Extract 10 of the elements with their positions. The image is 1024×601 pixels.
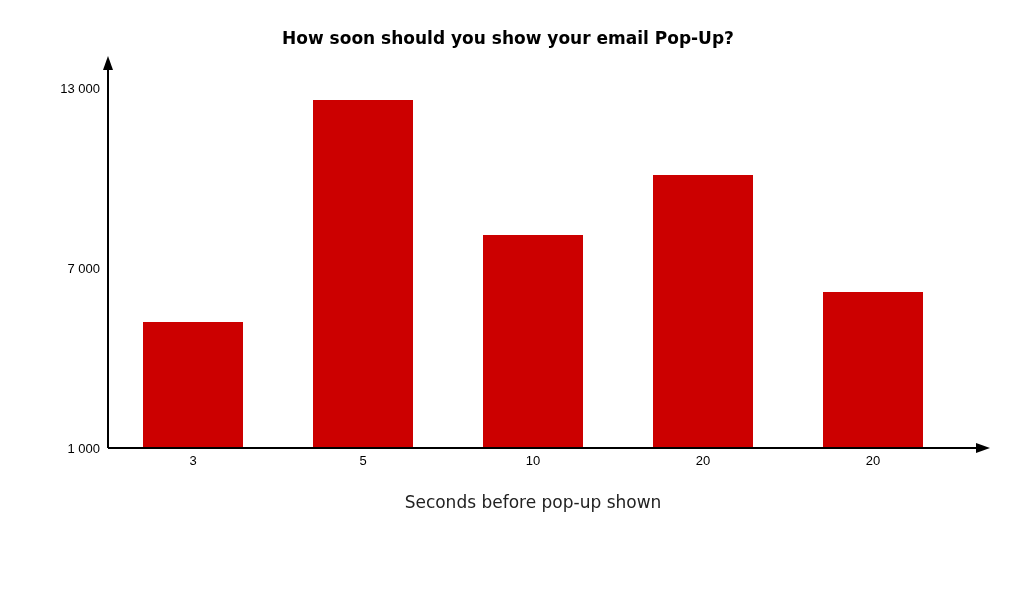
x-tick-label: 10 bbox=[525, 453, 541, 469]
chart-title: How soon should you show your email Pop-Up? bbox=[281, 28, 735, 48]
x-axis-title: Seconds before pop-up shown bbox=[404, 492, 662, 512]
x-tick-label: 20 bbox=[695, 453, 711, 469]
y-tick-label: 1 000 bbox=[67, 440, 100, 456]
x-tick-label: 20 bbox=[865, 453, 881, 469]
x-tick-label: 3 bbox=[189, 453, 197, 469]
x-tick-label: 5 bbox=[359, 453, 367, 469]
y-tick-label: 7 000 bbox=[67, 260, 100, 276]
y-tick-label: 13 000 bbox=[60, 80, 100, 96]
